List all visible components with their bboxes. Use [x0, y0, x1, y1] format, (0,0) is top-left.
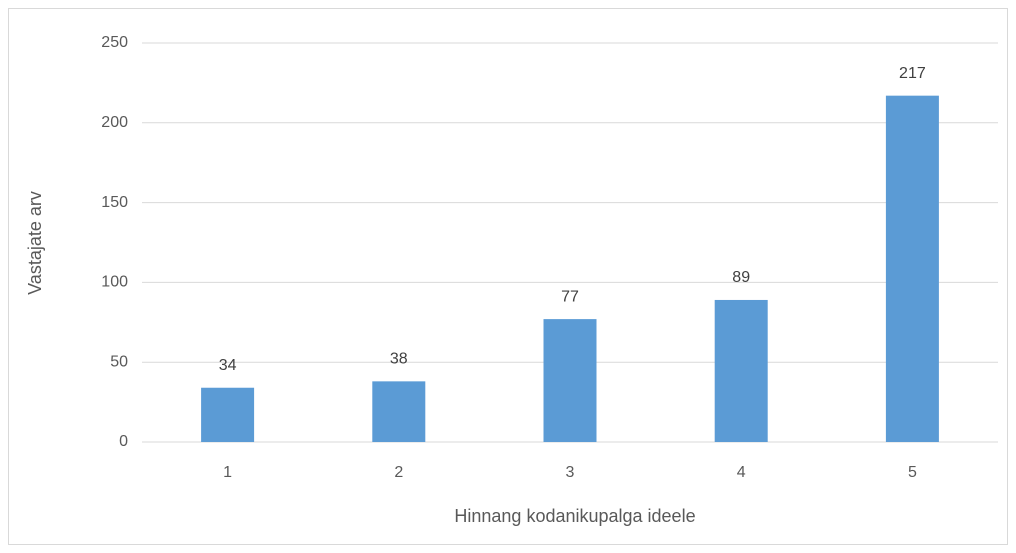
y-axis-label: Vastajate arv	[25, 191, 45, 295]
data-label: 38	[390, 351, 408, 368]
x-tick-label: 4	[737, 464, 746, 481]
y-tick-label: 150	[101, 194, 128, 211]
data-label: 217	[899, 65, 926, 82]
bar	[885, 95, 939, 442]
y-tick-label: 50	[110, 353, 128, 370]
bar	[201, 387, 255, 442]
x-tick-label: 3	[566, 464, 575, 481]
y-tick-label: 250	[101, 34, 128, 51]
x-tick-label: 1	[223, 464, 232, 481]
bar	[714, 299, 768, 442]
x-tick-label: 5	[908, 464, 917, 481]
chart-frame	[8, 8, 1008, 545]
data-label: 77	[561, 288, 579, 305]
x-tick-label: 2	[394, 464, 403, 481]
data-label: 89	[732, 269, 750, 286]
data-label: 34	[219, 357, 237, 374]
y-tick-label: 100	[101, 274, 128, 291]
y-tick-label: 0	[119, 433, 128, 450]
y-tick-label: 200	[101, 114, 128, 131]
x-axis-label: Hinnang kodanikupalga ideele	[454, 506, 695, 526]
bar	[372, 381, 426, 442]
bar	[543, 319, 597, 442]
